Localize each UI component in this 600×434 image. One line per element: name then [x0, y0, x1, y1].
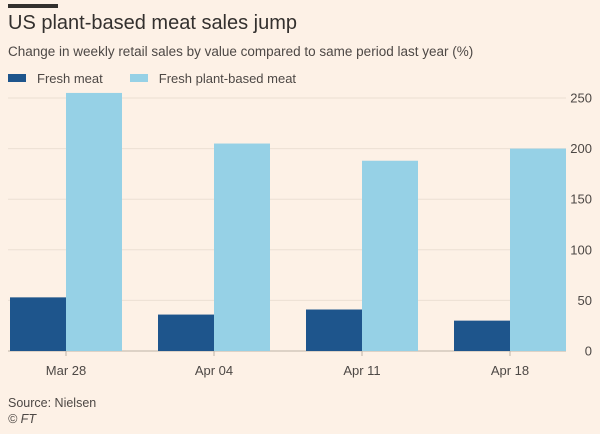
- chart-title: US plant-based meat sales jump: [8, 12, 298, 34]
- y-axis-ticks: 0 50 100 150 200 250: [570, 91, 592, 359]
- title-rule: [8, 4, 58, 8]
- y-tick-label: 200: [570, 141, 592, 156]
- chart-subtitle: Change in weekly retail sales by value c…: [8, 44, 474, 59]
- legend-item-fresh-plant-based-meat: Fresh plant-based meat: [129, 70, 297, 86]
- bar-fresh-meat: [454, 320, 510, 351]
- x-tick-label: Apr 11: [343, 363, 380, 378]
- x-tick-label: Apr 04: [195, 363, 233, 378]
- x-axis-ticks: Mar 28 Apr 04 Apr 11 Apr 18: [46, 351, 529, 378]
- legend-swatch-fresh-plant-based-meat: [129, 74, 148, 82]
- bar-fresh-plant-based-meat: [362, 160, 418, 351]
- bar-fresh-meat: [10, 297, 66, 351]
- source-note: Source: Nielsen: [8, 396, 97, 410]
- legend-label-fresh-meat: Fresh meat: [37, 70, 103, 86]
- y-tick-label: 50: [578, 293, 592, 308]
- legend: Fresh meat Fresh plant-based meat: [8, 70, 323, 86]
- bar-fresh-plant-based-meat: [66, 92, 122, 351]
- bar-fresh-plant-based-meat: [214, 143, 270, 351]
- bar-fresh-meat: [158, 314, 214, 351]
- y-tick-label: 250: [570, 91, 592, 106]
- bars: [10, 92, 566, 351]
- x-tick-label: Apr 18: [491, 363, 529, 378]
- bar-fresh-meat: [306, 309, 362, 351]
- legend-item-fresh-meat: Fresh meat: [8, 71, 103, 86]
- y-tick-label: 100: [570, 242, 592, 257]
- y-tick-label: 150: [570, 192, 592, 207]
- legend-label-fresh-plant-based-meat: Fresh plant-based meat: [158, 70, 297, 86]
- bar-fresh-plant-based-meat: [510, 148, 566, 351]
- y-tick-label: 0: [585, 344, 592, 359]
- x-tick-label: Mar 28: [46, 363, 86, 378]
- credit-note: © FT: [8, 412, 36, 426]
- legend-swatch-fresh-meat: [8, 74, 26, 82]
